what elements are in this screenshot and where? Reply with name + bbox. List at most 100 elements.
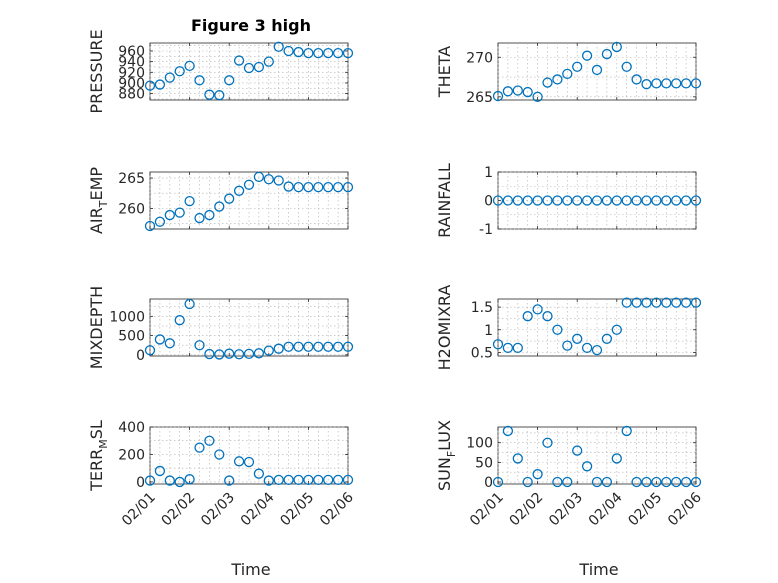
data-point xyxy=(204,209,215,221)
data-point xyxy=(641,297,652,308)
data-point xyxy=(502,86,514,97)
data-point xyxy=(591,344,603,356)
data-point xyxy=(243,179,255,190)
data-point xyxy=(174,207,185,218)
data-point xyxy=(522,86,533,98)
data-point xyxy=(581,342,593,354)
x-tick-label: 02/06 xyxy=(665,489,705,529)
data-point xyxy=(651,297,662,308)
data-point xyxy=(492,476,504,488)
data-point xyxy=(283,45,294,57)
data-point xyxy=(144,220,156,232)
y-tick-label: 265 xyxy=(118,171,145,187)
data-point xyxy=(253,348,265,359)
data-point xyxy=(164,338,175,349)
data-point xyxy=(174,315,185,326)
data-point xyxy=(204,89,215,100)
series-sun-flux xyxy=(492,425,702,488)
y-tick-label: 100 xyxy=(466,436,493,452)
data-point xyxy=(621,425,632,437)
data-point xyxy=(542,311,553,322)
data-point xyxy=(144,80,156,91)
y-tick-label: 1 xyxy=(484,165,493,181)
y-tick-label: 260 xyxy=(118,201,145,217)
subplot-h2omixra: 0.5 1 1.5 H2OMIXRA xyxy=(435,285,702,370)
x-tick-label: 02/04 xyxy=(238,489,278,529)
data-point xyxy=(591,476,603,488)
data-point xyxy=(184,474,195,485)
x-tick-label: 02/01 xyxy=(119,490,159,530)
series-theta xyxy=(492,41,702,102)
data-point xyxy=(263,475,274,486)
y-axis-label: PRESSURE xyxy=(87,29,106,113)
data-point xyxy=(522,195,533,206)
data-point xyxy=(601,476,613,488)
data-point xyxy=(492,195,504,206)
x-tick-label: 02/06 xyxy=(317,489,357,529)
data-point xyxy=(572,61,583,72)
subplot-air-temp: 260 265 AIRTEMP xyxy=(87,167,354,234)
series-mixdepth xyxy=(144,298,354,360)
data-point xyxy=(611,324,622,335)
data-point xyxy=(552,324,563,335)
y-tick-label: 0 xyxy=(136,475,145,491)
data-point xyxy=(263,345,274,356)
data-point xyxy=(184,195,195,207)
data-point xyxy=(224,75,235,86)
data-point xyxy=(194,75,205,86)
data-point xyxy=(661,476,672,488)
y-tick-label: 1000 xyxy=(109,309,145,325)
data-point xyxy=(532,304,543,315)
y-tick-label: 265 xyxy=(466,90,493,106)
data-point xyxy=(690,78,702,89)
data-point xyxy=(690,195,702,206)
data-point xyxy=(680,476,692,488)
data-point xyxy=(572,333,583,344)
data-point xyxy=(303,182,314,193)
data-point xyxy=(253,61,265,73)
data-point xyxy=(332,474,344,486)
y-tick-label: -1 xyxy=(479,222,493,238)
subplot-rainfall: -1 0 1 RAINFALL xyxy=(435,163,702,238)
data-point xyxy=(214,201,225,212)
x-tick-label: 02/02 xyxy=(159,490,199,530)
data-point xyxy=(233,185,245,196)
data-point xyxy=(154,79,166,90)
data-point xyxy=(293,182,304,193)
data-point xyxy=(581,195,593,206)
data-point xyxy=(641,79,652,90)
y-axis-label: RAINFALL xyxy=(435,163,454,238)
y-tick-label: 920 xyxy=(118,65,145,81)
subplot-theta: 265 270 THETA xyxy=(435,41,702,106)
data-point xyxy=(323,182,334,193)
data-point xyxy=(154,216,166,227)
y-axis-label: MIXDEPTH xyxy=(87,286,106,369)
data-point xyxy=(651,195,662,206)
data-point xyxy=(194,212,205,224)
y-tick-label: 0 xyxy=(484,194,493,210)
data-point xyxy=(690,476,702,488)
data-point xyxy=(522,311,533,322)
data-point xyxy=(332,182,344,193)
data-point xyxy=(601,195,613,206)
data-point xyxy=(591,195,603,206)
data-point xyxy=(502,342,514,354)
data-point xyxy=(572,445,583,456)
data-point xyxy=(194,340,205,351)
data-point xyxy=(283,181,294,192)
data-point xyxy=(542,437,553,448)
data-point xyxy=(323,474,334,486)
data-point xyxy=(651,476,662,488)
data-point xyxy=(552,476,563,488)
data-point xyxy=(233,349,245,360)
x-tick-label: 02/01 xyxy=(467,490,507,530)
data-point xyxy=(154,465,166,477)
data-point xyxy=(342,341,354,352)
data-point xyxy=(293,46,304,58)
y-tick-label: 400 xyxy=(118,420,145,436)
data-point xyxy=(601,333,613,344)
data-point xyxy=(562,68,573,80)
